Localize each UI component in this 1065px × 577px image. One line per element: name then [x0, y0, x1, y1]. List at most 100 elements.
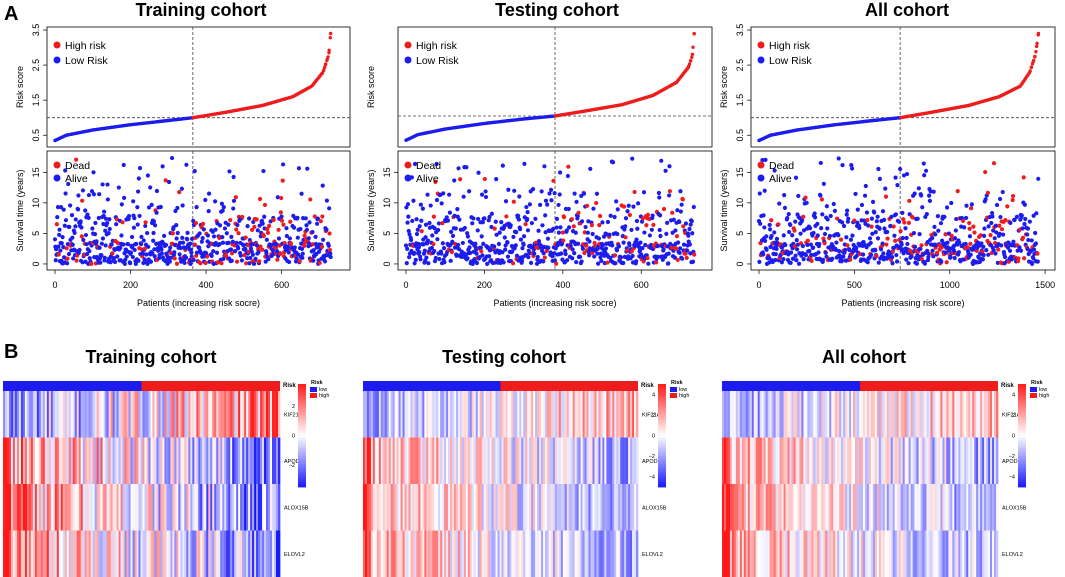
heatmap-cell [543, 484, 546, 531]
heatmap-cell [769, 437, 772, 484]
heatmap-cell [465, 437, 469, 484]
heatmap-cell [134, 484, 137, 531]
color-scale-segment [298, 432, 306, 436]
heatmap-cell [118, 437, 121, 484]
heatmap-cell [382, 391, 386, 438]
heatmap-cell [278, 391, 281, 438]
heatmap-cell [938, 484, 941, 531]
heatmap-cell [166, 437, 169, 484]
heatmap-cell [966, 391, 969, 438]
heatmap-cell [254, 484, 257, 531]
heatmap-cell [156, 437, 159, 484]
risk-point [687, 64, 691, 68]
heatmap-cell [739, 437, 743, 484]
survival-point [163, 178, 168, 183]
heatmap-cell [857, 437, 860, 484]
survival-point [224, 231, 229, 236]
survival-point [86, 215, 91, 220]
survival-point [131, 199, 136, 204]
survival-point [1022, 221, 1027, 227]
survival-point [935, 214, 941, 219]
survival-point [73, 224, 78, 229]
heatmap-cell [76, 530, 80, 577]
heatmap-cell [208, 391, 211, 438]
survival-point [458, 177, 463, 182]
heatmap-cell [636, 437, 639, 484]
heatmap-cell [58, 437, 62, 484]
heatmap-cell [859, 391, 862, 438]
heatmap-cell [230, 391, 233, 438]
heatmap-cell [942, 530, 945, 577]
heatmap-cell [849, 484, 852, 531]
survival-point [418, 202, 423, 207]
survival-point [811, 230, 816, 236]
heatmap-cell [831, 391, 834, 438]
heatmap-cell [574, 391, 578, 438]
heatmap-cell [604, 391, 607, 438]
heatmap-cell [442, 437, 445, 484]
heatmap-cell [170, 437, 173, 484]
heatmap-cell [212, 484, 215, 531]
survival-point [794, 238, 799, 243]
heatmap-cell [509, 437, 512, 484]
survival-point [154, 188, 160, 194]
heatmap-cell [787, 437, 790, 484]
survival-point [302, 243, 307, 248]
color-scale-segment [298, 425, 306, 429]
heatmap-cell [22, 391, 26, 438]
color-scale-tick: 0 [1012, 434, 1015, 440]
survival-point [77, 247, 82, 253]
heatmap-cell [739, 484, 743, 531]
heatmap-cell [592, 391, 595, 438]
heatmap-cell [845, 484, 848, 531]
heatmap-cell [811, 391, 814, 438]
heatmap-cell [554, 530, 558, 577]
survival-point [416, 241, 421, 247]
heatmap-cell [735, 437, 739, 484]
survival-point [1005, 204, 1010, 209]
survival-point [581, 191, 587, 196]
heatmap-cell [8, 530, 12, 577]
survival-point [944, 205, 950, 210]
heatmap-cell [479, 437, 483, 484]
legend-high-label: High risk [769, 40, 811, 52]
survival-point [677, 250, 682, 256]
heatmap-cell [128, 530, 131, 577]
survival-point [764, 234, 769, 239]
color-scale-segment [298, 414, 306, 418]
heatmap-cell [138, 530, 141, 577]
heatmap-cell [88, 437, 92, 484]
heatmap-cell [459, 530, 463, 577]
survival-point [579, 219, 585, 224]
heatmap-cell [64, 484, 68, 531]
survival-point [782, 193, 787, 198]
heatmap-cell [934, 484, 937, 531]
heatmap-cell [10, 391, 14, 438]
survival-point [852, 218, 857, 223]
heatmap-cell [254, 391, 257, 438]
survival-point [552, 258, 558, 263]
survival-point [865, 223, 871, 228]
heatmap-cell [976, 391, 979, 438]
heatmap-cell [432, 391, 435, 438]
color-scale-segment [1018, 384, 1026, 387]
heatmap-cell [634, 484, 637, 531]
heatmap-cell [783, 530, 786, 577]
heatmap-cell [182, 530, 185, 577]
survival-point [835, 216, 840, 221]
survival-point [527, 202, 533, 207]
heatmap-cell [505, 484, 508, 531]
survival-point [58, 248, 63, 253]
survival-point [453, 226, 458, 231]
heatmap-cell [258, 530, 261, 577]
heatmap-cell [535, 437, 538, 484]
heatmap-cell [426, 437, 429, 484]
heatmap-cell [797, 437, 800, 484]
heatmap-cell [928, 484, 931, 531]
survival-point [911, 230, 916, 236]
heatmap-cell [833, 391, 836, 438]
survival-point [572, 251, 577, 256]
heatmap-cell [920, 484, 923, 531]
heatmap-cell [126, 530, 129, 577]
plot-frame [46, 150, 351, 271]
